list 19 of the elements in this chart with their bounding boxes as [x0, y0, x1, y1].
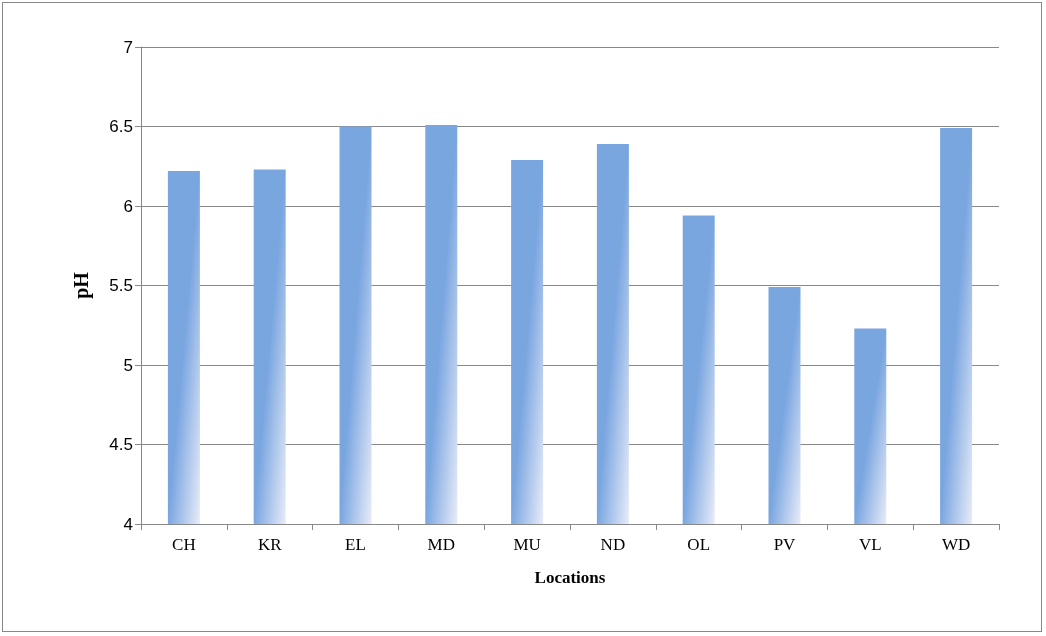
x-tick-label: VL	[858, 535, 882, 554]
y-tick-label: 6	[123, 196, 133, 216]
x-axis-title: Locations	[534, 568, 606, 587]
y-tick-label: 4	[123, 514, 133, 534]
y-tick-label: 4.5	[109, 435, 133, 454]
x-tick-label: MD	[427, 535, 455, 554]
y-tick-label: 5.5	[109, 276, 133, 295]
y-tick-label: 5	[123, 355, 133, 375]
x-tick-label: PV	[773, 535, 797, 554]
y-tick-label: 6.5	[109, 117, 133, 136]
x-tick-label: EL	[345, 535, 366, 554]
x-tick-label: ND	[600, 535, 626, 554]
x-tick-label: MU	[513, 535, 541, 554]
x-tick-label: WD	[941, 535, 971, 554]
y-axis-title: pH	[70, 271, 93, 299]
y-tick-label: 7	[123, 37, 133, 57]
x-tick-label: OL	[687, 535, 711, 554]
x-tick-label: CH	[172, 535, 196, 554]
x-tick-label: KR	[257, 535, 283, 554]
